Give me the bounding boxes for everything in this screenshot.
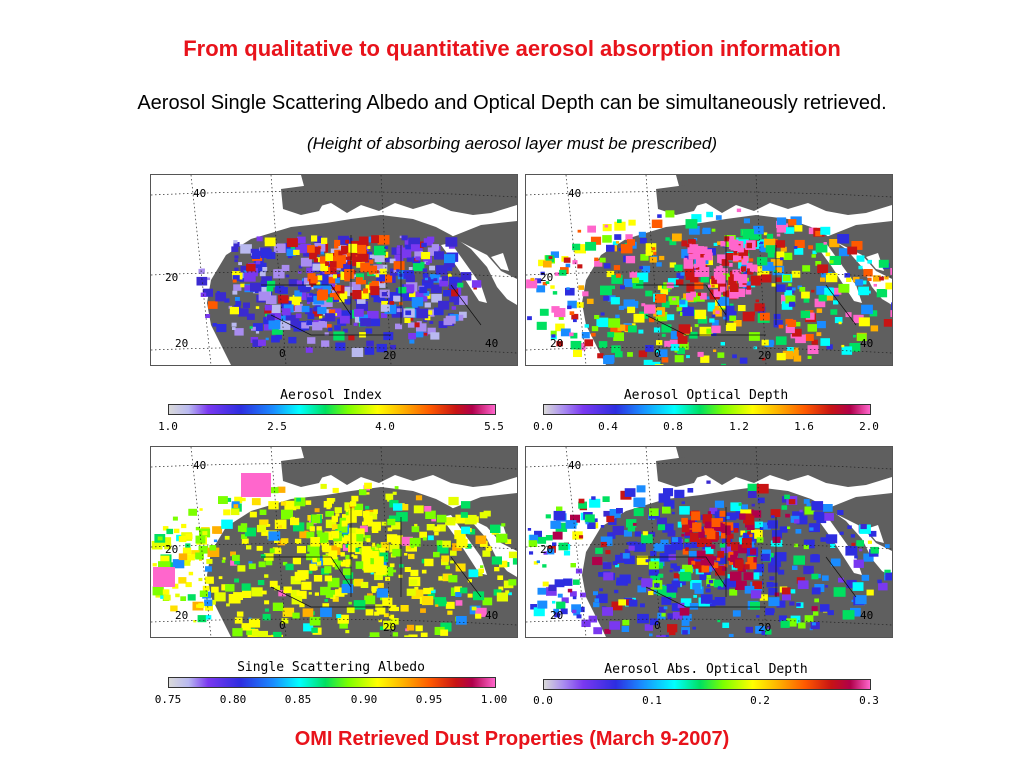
graticule-label: 20	[540, 271, 553, 284]
tick-label: 1.0	[158, 420, 178, 433]
graticule-label: 40	[193, 459, 206, 472]
graticule-label: 20	[758, 621, 771, 634]
tick-label: 4.0	[375, 420, 395, 433]
graticule-label: 40	[568, 459, 581, 472]
graticule-label: 40	[193, 187, 206, 200]
colorbar-aerosol-index	[168, 404, 496, 415]
tick-label: 0.0	[533, 420, 553, 433]
colorbar-title-aerosol-index: Aerosol Index	[280, 388, 382, 403]
tick-label: 5.5	[484, 420, 504, 433]
tick-label: 0.0	[533, 694, 553, 707]
tick-label: 0.2	[750, 694, 770, 707]
colorbar-title-aerosol-optical-depth: Aerosol Optical Depth	[623, 388, 789, 403]
graticule-label: 20	[175, 609, 188, 622]
slide-title: From qualitative to quantitative aerosol…	[183, 36, 841, 61]
graticule-label: 20	[383, 621, 396, 634]
colorbar-title-aerosol-abs-optical-depth: Aerosol Abs. Optical Depth	[604, 662, 808, 677]
map-aerosol-optical-depth: 40 20 20 0 20 40	[525, 174, 893, 366]
tick-label: 0.80	[219, 693, 247, 706]
map-aerosol-abs-optical-depth-image: 40 20 20 0 20 40	[526, 447, 892, 637]
tick-label: 0.95	[415, 693, 443, 706]
slide-caption: OMI Retrieved Dust Properties (March 9-2…	[294, 728, 730, 750]
map-aerosol-index-image: 40 20 20 0 20 40	[151, 175, 517, 365]
tick-label: 0.85	[284, 693, 312, 706]
map-single-scattering-albedo-image: 40 20 20 0 20 40	[151, 447, 517, 637]
graticule-label: 20	[540, 543, 553, 556]
graticule-label: 40	[485, 609, 498, 622]
tick-label: 1.6	[794, 420, 814, 433]
graticule-label: 0	[654, 347, 661, 360]
tick-label: 0.75	[154, 693, 182, 706]
tick-label: 2.0	[859, 420, 879, 433]
graticule-label: 0	[654, 619, 661, 632]
map-single-scattering-albedo: 40 20 20 0 20 40	[150, 446, 518, 638]
tick-label: 0.90	[350, 693, 378, 706]
tick-label: 0.4	[598, 420, 618, 433]
slide-note: (Height of absorbing aerosol layer must …	[306, 134, 718, 153]
map-aerosol-abs-optical-depth: 40 20 20 0 20 40	[525, 446, 893, 638]
graticule-label: 0	[279, 619, 286, 632]
colorbar-title-single-scattering-albedo: Single Scattering Albedo	[237, 660, 425, 675]
graticule-label: 0	[279, 347, 286, 360]
graticule-label: 20	[383, 349, 396, 362]
colorbar-single-scattering-albedo	[168, 677, 496, 688]
colorbar-aerosol-abs-optical-depth	[543, 679, 871, 690]
tick-label: 0.3	[859, 694, 879, 707]
tick-label: 0.1	[642, 694, 662, 707]
tick-label: 1.00	[480, 693, 508, 706]
map-aerosol-optical-depth-image: 40 20 20 0 20 40	[526, 175, 892, 365]
tick-label: 1.2	[729, 420, 749, 433]
tick-label: 2.5	[267, 420, 287, 433]
slide-subtitle: Aerosol Single Scattering Albedo and Opt…	[137, 92, 887, 114]
tick-label: 0.8	[663, 420, 683, 433]
graticule-label: 20	[550, 609, 563, 622]
colorbar-aerosol-optical-depth	[543, 404, 871, 415]
graticule-label: 40	[568, 187, 581, 200]
graticule-label: 20	[175, 337, 188, 350]
map-aerosol-index: 40 20 20 0 20 40	[150, 174, 518, 366]
graticule-label: 20	[758, 349, 771, 362]
graticule-label: 20	[550, 337, 563, 350]
graticule-label: 40	[860, 609, 873, 622]
graticule-label: 20	[165, 543, 178, 556]
graticule-label: 20	[165, 271, 178, 284]
graticule-label: 40	[860, 337, 873, 350]
graticule-label: 40	[485, 337, 498, 350]
